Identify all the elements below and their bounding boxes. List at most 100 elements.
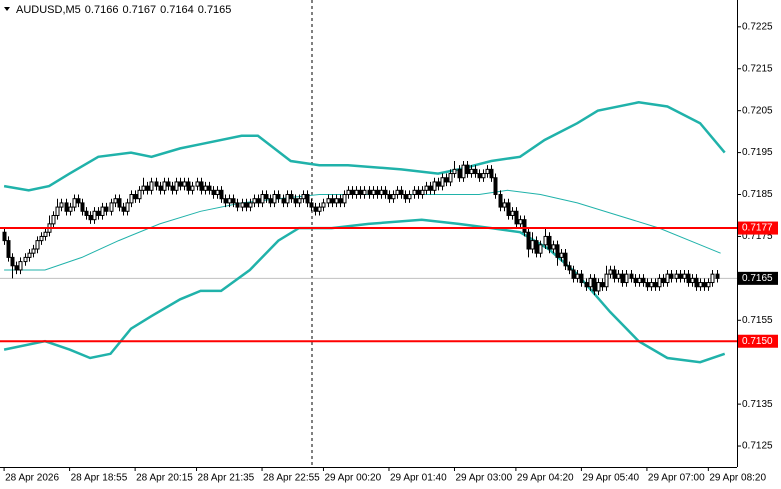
candle-body <box>244 202 249 208</box>
plot-area <box>0 101 737 364</box>
candle-body <box>186 181 191 191</box>
candle-body <box>702 282 707 288</box>
candle-body <box>240 202 245 208</box>
x-tick-label: 28 Apr 2026 <box>5 473 59 484</box>
title-price: 0.7164 <box>160 4 194 16</box>
candle-body <box>64 202 69 212</box>
candle-body <box>23 256 28 263</box>
candle-body <box>669 273 674 279</box>
candle-body <box>674 273 679 279</box>
candle-body <box>629 273 634 279</box>
candle-body <box>55 206 60 216</box>
candle-body <box>665 273 670 284</box>
title-price: 0.7167 <box>122 4 156 16</box>
menu-triangle[interactable] <box>4 7 10 11</box>
candle-body <box>264 194 269 200</box>
candle-body <box>137 189 142 200</box>
current-price-box <box>738 271 778 285</box>
candle-body <box>362 189 367 196</box>
candle-body <box>506 202 511 216</box>
candle-body <box>543 235 548 246</box>
candle-body <box>510 210 515 216</box>
candle-body <box>526 231 531 250</box>
candle-body <box>80 202 85 212</box>
candle-body <box>203 185 208 191</box>
candle-body <box>31 248 36 254</box>
candle-body <box>342 194 347 204</box>
candle-body <box>444 177 449 183</box>
candle-body <box>59 202 64 208</box>
candle-body <box>2 231 7 242</box>
candle-body <box>285 194 290 204</box>
candle-body <box>440 177 445 187</box>
y-tick-label: 0.7205 <box>742 105 773 116</box>
candle-body <box>35 240 40 250</box>
candle-body <box>207 185 212 191</box>
candle-body <box>608 269 613 275</box>
candle-body <box>92 210 97 221</box>
candle-body <box>686 273 691 284</box>
candle-body <box>215 189 220 196</box>
candle-body <box>117 198 122 208</box>
candle-body <box>27 252 32 258</box>
x-tick-label: 29 Apr 03:00 <box>455 473 512 484</box>
y-tick-label: 0.7155 <box>742 315 773 326</box>
candle-body <box>485 168 490 175</box>
candle-body <box>231 198 236 204</box>
candle-body <box>113 198 118 204</box>
candle-body <box>498 194 503 208</box>
candle-body <box>461 164 466 179</box>
x-tick-label: 29 Apr 07:00 <box>648 473 705 484</box>
candle-body <box>624 273 629 284</box>
candle-body <box>350 189 355 196</box>
candle-body <box>338 198 343 204</box>
candle-body <box>469 168 474 175</box>
candle-body <box>420 189 425 196</box>
candle-body <box>530 240 535 250</box>
candle-body <box>706 282 711 288</box>
candle-body <box>383 189 388 196</box>
candle-body <box>596 282 601 292</box>
candle-body <box>276 194 281 200</box>
candle-body <box>715 273 720 279</box>
candle-body <box>584 282 589 288</box>
level-label: 0.7177 <box>742 223 773 234</box>
candle-body <box>6 240 11 258</box>
candle-body <box>534 240 539 254</box>
candle-body <box>571 269 576 279</box>
candle-body <box>555 244 560 258</box>
candle-body <box>346 189 351 196</box>
candle-body <box>424 185 429 191</box>
level-label-box <box>738 221 778 235</box>
candle-body <box>616 273 621 279</box>
candle-body <box>682 273 687 279</box>
candle-body <box>416 189 421 196</box>
candle-body <box>104 206 109 212</box>
candle-body <box>502 202 507 208</box>
candle-body <box>248 202 253 208</box>
candle-body <box>465 164 470 175</box>
candle-body <box>76 198 81 204</box>
candle-body <box>219 189 224 200</box>
y-tick-label: 0.7225 <box>742 21 773 32</box>
candle-body <box>293 198 298 204</box>
candle-body <box>166 181 171 187</box>
candle-body <box>154 181 159 187</box>
candle-body <box>199 181 204 191</box>
candle-body <box>633 277 638 284</box>
candle-body <box>391 194 396 200</box>
candle-body <box>661 277 666 284</box>
candle-body <box>141 185 146 191</box>
candle-body <box>452 168 457 175</box>
candle-body <box>297 198 302 204</box>
candle-body <box>149 181 154 191</box>
candle-body <box>473 168 478 175</box>
candle-body <box>514 210 519 225</box>
candle-body <box>162 181 167 191</box>
candle-body <box>223 198 228 204</box>
candle-body <box>317 206 322 212</box>
candle-body <box>260 194 265 204</box>
candle-body <box>121 206 126 212</box>
